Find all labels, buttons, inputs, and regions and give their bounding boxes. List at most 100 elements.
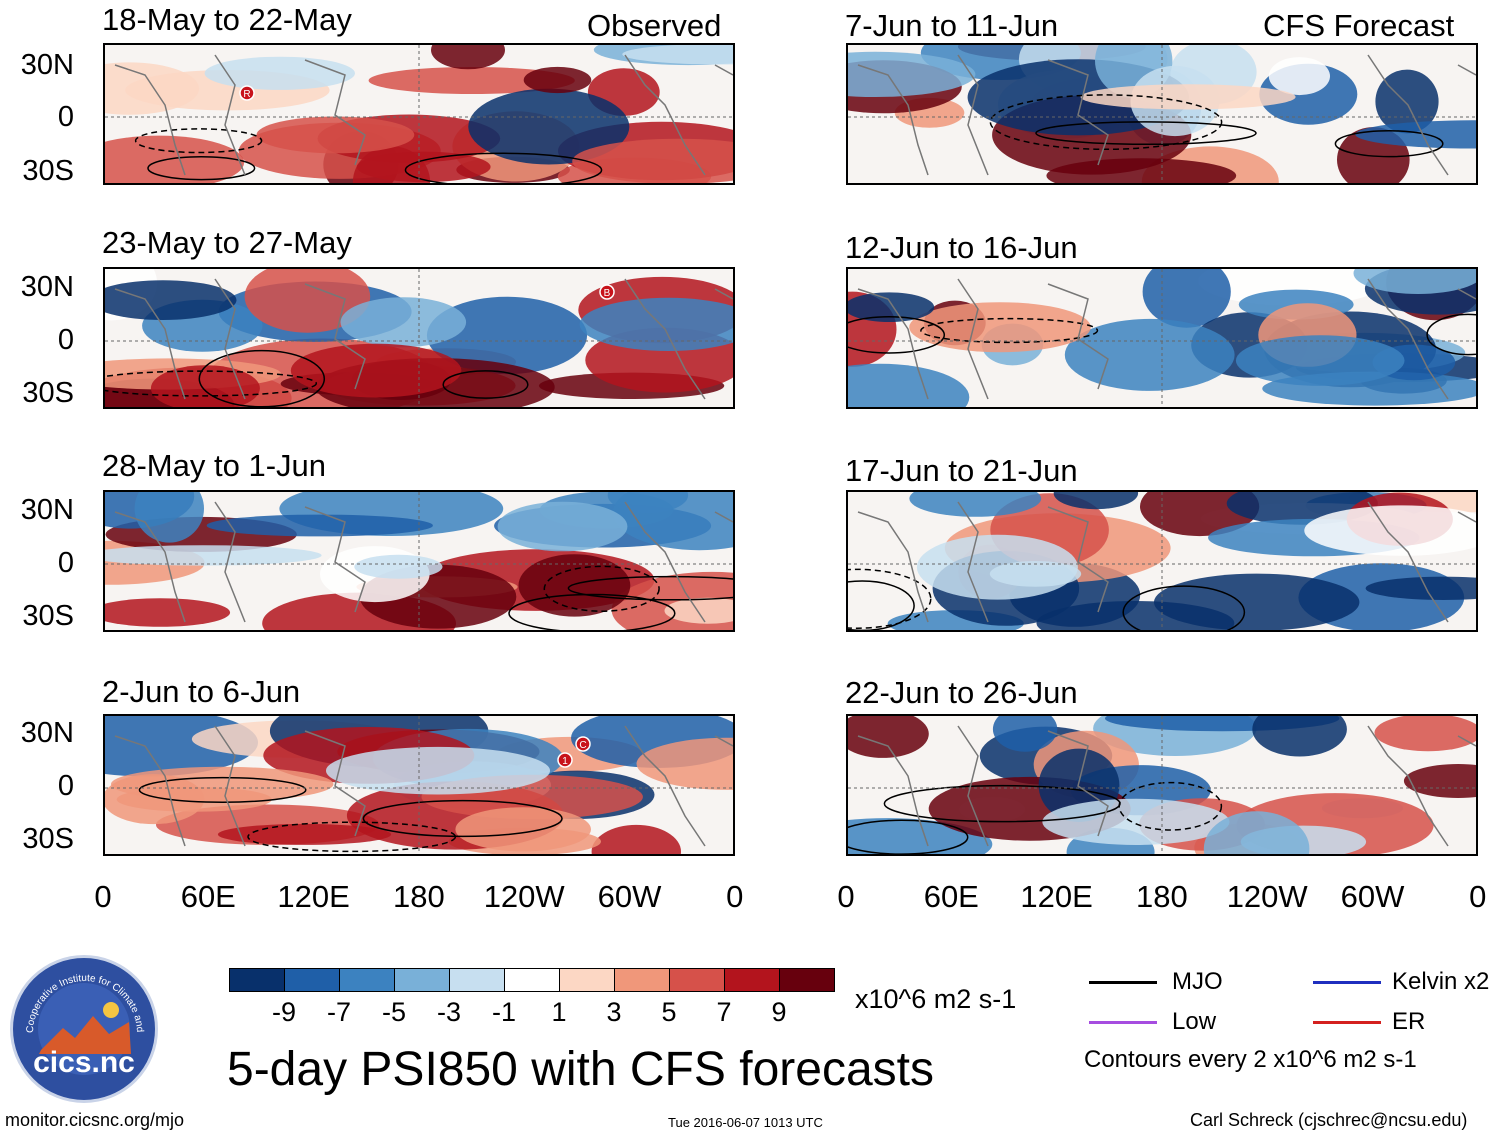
anomaly-blob — [1375, 69, 1439, 134]
coastline — [304, 730, 366, 837]
coastline — [214, 54, 246, 176]
colorbar-level-label: 1 — [551, 997, 567, 1027]
colorbar-level-label: -7 — [326, 997, 351, 1027]
forecast-label: CFS Forecast — [1263, 8, 1455, 43]
colorbar-swatch — [504, 968, 560, 992]
anomaly-blob — [518, 554, 631, 617]
map-panel-obs-3 — [103, 490, 735, 632]
coastline — [114, 64, 186, 176]
contour-line — [442, 370, 529, 399]
x-tick-label: 120W — [483, 879, 565, 914]
legend-label-mjo: MJO — [1172, 968, 1223, 995]
author: Carl Schreck (cjschrec@ncsu.edu) — [1190, 1110, 1468, 1130]
storm-marker — [557, 752, 573, 768]
anomaly-blob — [1235, 335, 1405, 386]
storm-marker — [575, 736, 591, 752]
coastline — [957, 278, 989, 400]
anomaly-blob — [1365, 576, 1476, 600]
coastline — [1047, 506, 1109, 613]
field-fcst-1 — [848, 45, 1476, 183]
anomaly-blob — [848, 716, 929, 758]
coastline — [714, 735, 733, 747]
website-link[interactable]: monitor.cicsnc.org/mjo — [5, 1110, 185, 1130]
contour-line — [508, 593, 676, 630]
colorbar-swatch — [229, 968, 285, 992]
colorbar-swatch — [449, 968, 505, 992]
y-tick-label: 0 — [57, 547, 74, 579]
coastline — [304, 506, 366, 613]
storm-marker — [599, 284, 615, 300]
coastline — [1457, 735, 1476, 747]
anomaly-blob — [455, 807, 591, 852]
anomaly-blob — [431, 45, 505, 70]
y-tick-label: 30S — [22, 377, 74, 409]
anomaly-blob — [354, 554, 443, 579]
coastline — [624, 278, 706, 400]
colorbar-swatch — [339, 968, 395, 992]
colorbar-level-label: 9 — [771, 997, 787, 1027]
coastline — [1047, 59, 1109, 166]
anomaly-blob — [1304, 505, 1476, 556]
anomaly-blob — [1268, 57, 1330, 96]
storm-marker-label: R — [243, 89, 250, 100]
colorbar-level-label: -1 — [491, 997, 516, 1027]
colorbar-swatch — [559, 968, 615, 992]
timestamp: Tue 2016-06-07 1013 UTC — [668, 1115, 823, 1130]
anomaly-blob — [105, 774, 205, 825]
contour-note: Contours every 2 x10^6 m2 s-1 — [1084, 1046, 1417, 1073]
legend-line-er — [1313, 1021, 1381, 1024]
x-tick-label: 60E — [180, 879, 236, 914]
anomaly-blob — [848, 51, 976, 97]
anomaly-blob — [1403, 764, 1476, 798]
coastline — [214, 725, 246, 847]
anomaly-blob — [1374, 716, 1476, 752]
anomaly-blob — [1042, 798, 1230, 845]
coastline — [1367, 54, 1449, 176]
field-obs-4: 1C — [105, 716, 733, 854]
anomaly-blob — [1142, 269, 1231, 328]
legend-label-er: ER — [1392, 1008, 1426, 1035]
x-tick-label: 120E — [277, 879, 350, 914]
anomaly-blob — [105, 545, 322, 566]
storm-marker-label: C — [579, 740, 586, 751]
contour-line — [543, 565, 660, 612]
anomaly-blob — [105, 62, 200, 115]
x-tick-label: 180 — [1136, 879, 1188, 914]
colorbar-level-label: 3 — [606, 997, 622, 1027]
contour-line — [920, 317, 1099, 344]
y-tick-label: 30N — [20, 49, 74, 81]
coastline — [1367, 278, 1449, 400]
y-tick-label: 0 — [57, 101, 74, 133]
anomaly-blob — [352, 146, 431, 183]
anomaly-blob — [256, 116, 415, 154]
fcst-panel-title: 7-Jun to 11-Jun — [845, 8, 1059, 43]
contour-line — [134, 128, 263, 154]
coastline — [714, 288, 733, 300]
colorbar-units: x10^6 m2 s-1 — [855, 984, 1017, 1014]
coastline — [624, 725, 706, 847]
field-obs-2: B — [105, 269, 733, 407]
anomaly-blob — [579, 297, 733, 351]
colorbar-level-label: -9 — [271, 997, 296, 1027]
anomaly-blob — [368, 67, 575, 94]
anomaly-blob — [468, 88, 630, 165]
anomaly-blob — [1203, 811, 1310, 854]
contour-line — [1035, 121, 1257, 146]
anomaly-blob — [326, 746, 550, 795]
anomaly-blob — [909, 492, 1042, 517]
coastline — [1367, 501, 1449, 623]
coastline — [957, 54, 989, 176]
anomaly-blob — [622, 45, 733, 65]
contour-line — [848, 580, 915, 630]
y-tick-label: 30N — [20, 494, 74, 526]
coastline — [714, 64, 733, 76]
anomaly-blob — [150, 365, 260, 407]
y-tick-label: 0 — [57, 324, 74, 356]
coastline — [214, 501, 246, 623]
anomaly-blob — [105, 135, 245, 183]
legend-label-low: Low — [1172, 1008, 1217, 1035]
contour-line — [138, 776, 307, 803]
contour-line — [1334, 130, 1444, 158]
map-panel-fcst-2 — [846, 267, 1478, 409]
anomaly-blob — [497, 501, 628, 552]
